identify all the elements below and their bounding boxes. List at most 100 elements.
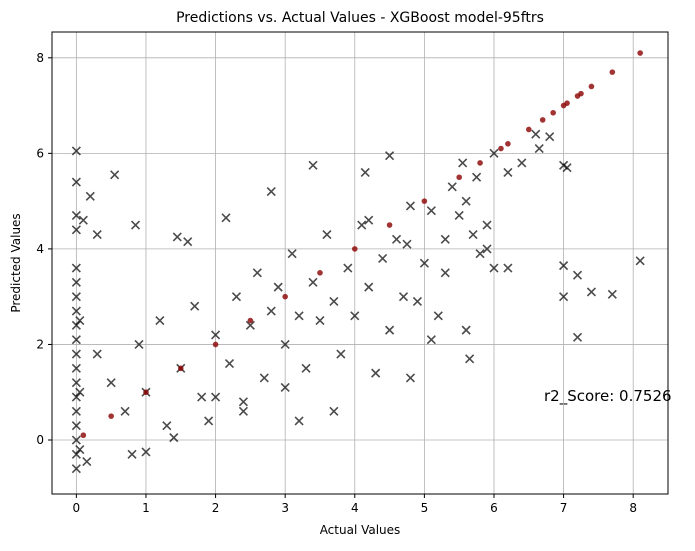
point xyxy=(635,256,645,266)
point xyxy=(440,268,450,278)
point xyxy=(539,117,546,123)
point xyxy=(71,177,81,187)
point xyxy=(71,421,81,431)
point xyxy=(71,263,81,273)
point xyxy=(482,244,492,254)
y-tick-label: 4 xyxy=(36,242,44,256)
point xyxy=(456,174,462,181)
point xyxy=(212,341,219,348)
point xyxy=(465,354,475,364)
point xyxy=(143,389,149,396)
point xyxy=(336,349,346,359)
point xyxy=(385,151,395,161)
point xyxy=(440,234,450,244)
point xyxy=(517,158,527,168)
point xyxy=(78,215,88,225)
point xyxy=(71,292,81,302)
point xyxy=(378,253,388,264)
point xyxy=(301,363,311,373)
point xyxy=(562,163,572,173)
point xyxy=(224,359,235,369)
point xyxy=(461,196,471,206)
point xyxy=(386,222,393,228)
point xyxy=(315,316,325,326)
point xyxy=(371,368,381,378)
x-tick-label: 4 xyxy=(351,501,359,515)
point xyxy=(426,206,436,216)
point xyxy=(130,220,141,230)
point xyxy=(238,406,248,416)
point xyxy=(177,365,184,372)
point xyxy=(280,382,290,393)
point xyxy=(402,239,412,249)
point xyxy=(71,449,81,459)
point xyxy=(364,215,374,225)
point xyxy=(71,349,81,359)
point xyxy=(71,335,81,345)
x-tick-label: 0 xyxy=(73,501,81,515)
point xyxy=(71,277,81,287)
point xyxy=(71,406,81,416)
point xyxy=(588,83,595,90)
point xyxy=(505,140,511,147)
point xyxy=(71,306,81,316)
point xyxy=(458,158,468,168)
point xyxy=(454,210,464,221)
point xyxy=(127,449,137,459)
annotation: r2_Score: 0.7526 xyxy=(544,387,672,406)
point xyxy=(245,320,255,330)
point xyxy=(329,406,339,416)
point xyxy=(421,198,428,204)
point xyxy=(572,270,583,280)
point xyxy=(477,160,483,166)
point xyxy=(317,269,323,276)
point xyxy=(391,234,402,244)
point xyxy=(426,335,436,345)
point xyxy=(183,237,193,247)
point xyxy=(308,160,318,170)
y-tick-label: 2 xyxy=(36,337,44,351)
x-tick-label: 5 xyxy=(421,501,429,515)
point xyxy=(110,170,120,180)
point xyxy=(564,100,570,106)
point xyxy=(322,230,332,240)
plot-frame xyxy=(51,31,669,495)
point xyxy=(343,263,353,273)
point xyxy=(282,293,288,300)
x-tick-label: 8 xyxy=(629,501,637,515)
y-tick-label: 6 xyxy=(36,146,44,160)
point xyxy=(75,316,85,326)
point xyxy=(545,132,555,142)
y-tick-label: 8 xyxy=(36,51,44,65)
point xyxy=(108,413,114,419)
point xyxy=(419,258,429,268)
y-tick-label: 0 xyxy=(36,433,44,447)
point xyxy=(197,392,207,402)
point xyxy=(550,109,556,116)
point xyxy=(211,330,221,340)
x-tick-label: 3 xyxy=(281,501,289,515)
point xyxy=(134,339,144,350)
point xyxy=(211,392,221,402)
y-axis-label: Predicted Values xyxy=(9,213,23,312)
point xyxy=(385,325,395,335)
point xyxy=(71,320,81,330)
x-tick-label: 7 xyxy=(560,501,568,515)
x-tick-label: 6 xyxy=(490,501,498,515)
point xyxy=(266,306,276,316)
point xyxy=(71,225,81,235)
point xyxy=(468,230,478,240)
point xyxy=(252,268,262,278)
point xyxy=(273,282,283,292)
point xyxy=(489,263,499,273)
point xyxy=(247,317,254,324)
point xyxy=(350,311,360,321)
point xyxy=(398,292,409,302)
point xyxy=(412,296,422,307)
point xyxy=(534,144,544,154)
point xyxy=(75,445,85,455)
point xyxy=(190,301,200,311)
point xyxy=(85,191,95,201)
point xyxy=(405,373,416,383)
